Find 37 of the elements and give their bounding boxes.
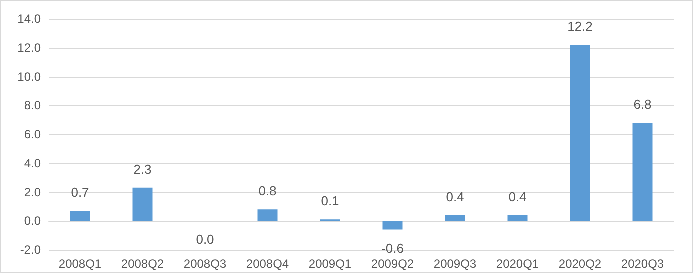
data-label: 0.8 (258, 184, 277, 199)
data-label: 2.3 (134, 162, 152, 177)
y-tick-label: 14.0 (18, 12, 42, 26)
x-tick-label: 2008Q2 (121, 257, 164, 271)
x-tick-label: 2020Q3 (621, 257, 664, 271)
y-tick-label: -2.0 (20, 243, 42, 257)
data-label: 0.1 (321, 194, 340, 209)
y-tick-label: 12.0 (18, 40, 42, 55)
x-tick-label: 2009Q3 (434, 257, 477, 271)
data-label: -0.6 (382, 240, 404, 256)
data-label: 0.4 (508, 189, 527, 204)
y-tick-label: 4.0 (24, 156, 42, 170)
y-tick-label: 10.0 (18, 70, 42, 84)
data-label: 0.7 (71, 185, 90, 200)
x-tick-label: 2020Q1 (496, 257, 540, 271)
x-tick-label: 2008Q3 (184, 257, 227, 271)
x-tick-label: 2020Q2 (558, 257, 602, 271)
data-label: 12.2 (568, 18, 593, 34)
bar (632, 122, 653, 222)
data-label: 6.8 (634, 96, 652, 112)
bar (382, 221, 403, 230)
y-tick-label: 6.0 (24, 128, 42, 142)
bar (258, 210, 278, 222)
bar (445, 215, 466, 222)
y-tick-label: 0.0 (24, 214, 42, 228)
bar (70, 211, 90, 222)
y-tick-label: 2.0 (24, 185, 42, 200)
bar (570, 44, 590, 222)
bar (132, 188, 153, 222)
x-tick-label: 2009Q1 (308, 257, 352, 271)
bar (508, 215, 528, 222)
x-tick-label: 2009Q2 (371, 257, 414, 271)
y-tick-label: 8.0 (24, 98, 42, 113)
data-label: 0.4 (446, 189, 464, 204)
x-tick-label: 2008Q4 (246, 257, 290, 271)
x-tick-label: 2008Q1 (58, 257, 102, 271)
data-label: 0.0 (196, 232, 214, 248)
